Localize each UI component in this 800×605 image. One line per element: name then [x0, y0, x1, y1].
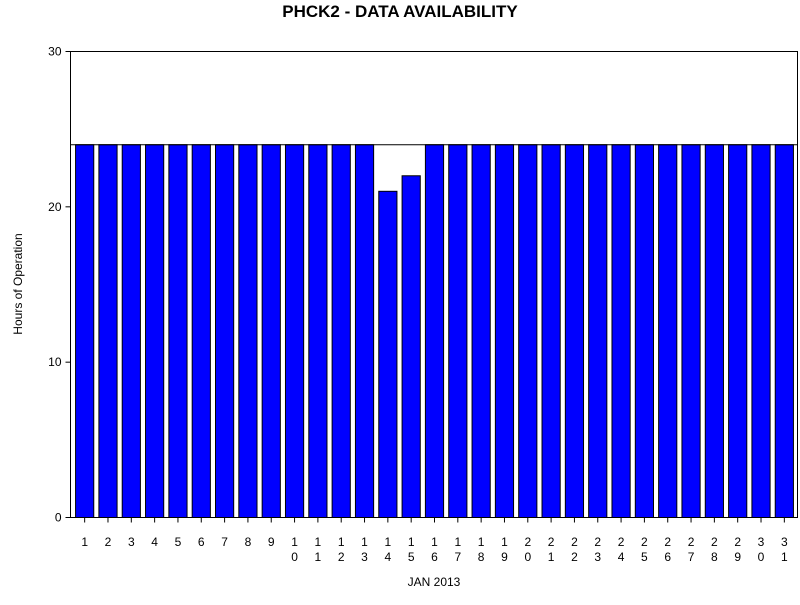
bar-day-8: [238, 144, 258, 518]
bar-day-21: [541, 144, 561, 518]
bar-day-11: [308, 144, 328, 518]
x-tick-label-9: 9: [268, 535, 275, 549]
bar-day-27: [681, 144, 701, 518]
bar-day-9: [261, 144, 281, 518]
bar-day-12: [331, 144, 351, 518]
bar-day-4: [145, 144, 165, 518]
bar-day-25: [634, 144, 654, 518]
x-tick-label-1: 1: [81, 535, 88, 549]
x-tick-label-5: 5: [175, 535, 182, 549]
x-tick-label-2: 2: [105, 535, 112, 549]
bar-day-31: [774, 144, 794, 518]
x-tick-label-3: 3: [128, 535, 135, 549]
bar-day-14: [378, 190, 398, 519]
bar-day-24: [611, 144, 631, 518]
bar-day-10: [284, 144, 305, 518]
bar-day-29: [728, 144, 748, 518]
bar-day-19: [494, 144, 515, 518]
bar-day-1: [75, 144, 95, 518]
y-tick-label-10: 10: [48, 355, 62, 369]
bar-day-28: [704, 144, 724, 518]
bar-day-18: [471, 144, 491, 518]
chart-title: PHCK2 - DATA AVAILABILITY: [282, 2, 518, 21]
bar-day-3: [121, 144, 141, 518]
bar-day-22: [564, 144, 585, 518]
x-tick-label-8: 8: [245, 535, 252, 549]
x-tick-label-6: 6: [198, 535, 205, 549]
bar-day-15: [401, 175, 421, 519]
y-tick-label-0: 0: [55, 511, 62, 525]
bar-day-2: [98, 144, 118, 518]
bar-day-13: [354, 144, 375, 518]
y-tick-label-20: 20: [48, 200, 62, 214]
bar-day-6: [191, 144, 211, 518]
x-axis: 1 2 3 4 5 6 7 8 9 1 01 11 21 31 41 51 61 71 81 92 02 12 22 32 42…: [81, 517, 788, 564]
bar-day-26: [658, 144, 678, 518]
x-tick-label-7: 7: [221, 535, 228, 549]
bar-day-5: [168, 144, 188, 518]
y-axis: 0 10 20 30: [48, 45, 71, 525]
y-axis-label: Hours of Operation: [11, 233, 25, 334]
bar-day-30: [751, 144, 771, 518]
bar-day-7: [215, 144, 235, 518]
y-tick-label-30: 30: [48, 45, 62, 59]
x-tick-label-4: 4: [151, 535, 158, 549]
x-axis-label: JAN 2013: [408, 575, 461, 589]
bar-day-20: [518, 144, 538, 518]
bar-day-23: [588, 144, 608, 518]
bar-day-17: [448, 144, 468, 518]
bar-day-16: [424, 144, 445, 518]
bars-group: [75, 144, 794, 519]
